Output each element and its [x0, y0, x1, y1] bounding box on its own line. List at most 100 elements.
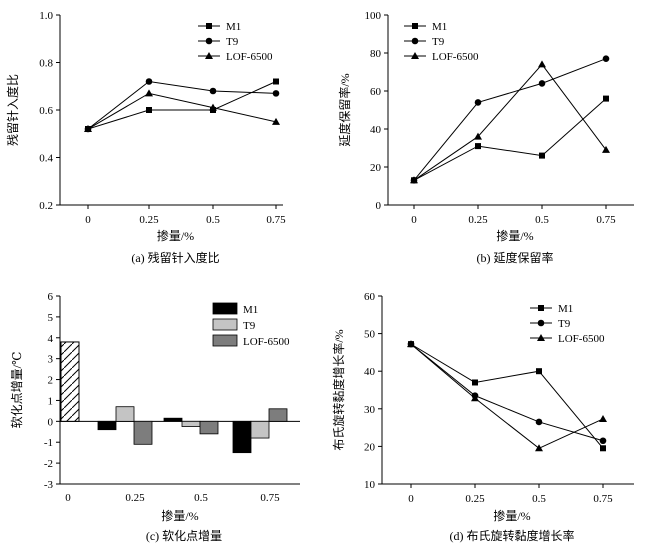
- x-axis-label: 掺量/%: [496, 228, 533, 243]
- y-tick-label: 20: [370, 162, 382, 174]
- x-axis-label: 掺量/%: [161, 508, 198, 523]
- x-tick-label: 0.25: [139, 214, 159, 226]
- y-tick-label: 40: [364, 366, 376, 378]
- data-point-T9: [474, 99, 482, 106]
- panel-caption: (c) 软化点增量: [146, 529, 222, 543]
- legend-label: LOF-6500: [558, 333, 605, 345]
- data-point-LOF-6500: [538, 60, 546, 68]
- bar-LOF-6500: [133, 420, 153, 445]
- panel-caption: (b) 延度保留率: [477, 250, 554, 265]
- bar-baseline: [60, 341, 80, 422]
- bar-T9: [181, 420, 201, 427]
- x-axis-label: 掺量/%: [493, 508, 530, 523]
- bar-T9: [115, 406, 135, 422]
- legend-label: LOF-6500: [432, 51, 479, 63]
- legend-label: T9: [243, 320, 256, 332]
- data-point-LOF-6500: [272, 117, 280, 125]
- legend-marker: [206, 23, 212, 29]
- series-line-T9: [87, 80, 277, 130]
- legend-label: LOF-6500: [226, 51, 273, 63]
- data-point-M1: [539, 152, 545, 159]
- y-tick-label: -3: [44, 479, 54, 491]
- legend-marker: [538, 305, 544, 311]
- y-tick-label: 40: [370, 124, 382, 136]
- y-tick-label: 0: [48, 416, 54, 428]
- y-tick-label: 80: [370, 48, 382, 60]
- legend-label: T9: [558, 318, 571, 330]
- legend-marker: [537, 319, 545, 327]
- legend-marker: [412, 23, 418, 29]
- legend-swatch: [212, 334, 238, 347]
- data-point-T9: [538, 80, 546, 87]
- x-tick-label: 0: [411, 214, 417, 226]
- legend-swatch: [212, 318, 238, 331]
- x-tick-label: 0.25: [465, 493, 485, 505]
- y-axis-label: 残留针入度比: [5, 74, 20, 146]
- bar-LOF-6500: [199, 420, 219, 435]
- x-tick-label: 0: [408, 493, 414, 505]
- bar-LOF-6500: [268, 408, 288, 422]
- y-tick-label: -2: [44, 458, 53, 470]
- legend-label: M1: [432, 21, 447, 33]
- x-tick-label: 0: [65, 492, 71, 504]
- data-point-LOF-6500: [599, 414, 607, 422]
- y-tick-label: 4: [48, 333, 54, 345]
- y-tick-label: 0.4: [39, 153, 53, 165]
- data-point-T9: [535, 418, 543, 426]
- panel-caption: (d) 布氏旋转黏度增长率: [450, 528, 575, 543]
- y-tick-label: 6: [48, 291, 54, 303]
- x-axis-label: 掺量/%: [157, 228, 194, 243]
- y-tick-label: 50: [364, 329, 376, 341]
- y-tick-label: 30: [364, 404, 376, 416]
- panel-b: 0 20 40 60 80 100 0 0.25 0.5 0.75 掺量/% 延度保留率/% (b) 延…: [337, 10, 634, 265]
- data-point-LOF-6500: [535, 444, 543, 452]
- y-tick-label: 60: [364, 291, 376, 303]
- legend-label: M1: [243, 304, 258, 316]
- data-point-T9: [209, 87, 217, 95]
- series-line-M1: [413, 98, 607, 181]
- y-tick-label: 10: [364, 479, 376, 491]
- legend-marker: [205, 52, 213, 59]
- series-line-M1: [87, 81, 277, 130]
- series-line-T9: [413, 58, 607, 181]
- series-line-LOF-6500: [87, 92, 277, 130]
- data-point-T9: [602, 55, 610, 62]
- series-line-LOF-6500: [410, 343, 604, 449]
- legend-label: LOF-6500: [243, 336, 290, 348]
- panel-d: 10 20 30 40 50 60 0 0.25 0.5 0.75 掺量/% 布氏旋转黏度增长率/% (…: [331, 291, 634, 543]
- y-axis-label: 延度保留率/%: [337, 73, 352, 146]
- data-point-M1: [600, 445, 606, 452]
- x-tick-label: 0.5: [532, 493, 546, 505]
- y-axis-label: 布氏旋转黏度增长率/%: [331, 329, 346, 450]
- data-point-M1: [603, 95, 609, 102]
- data-point-M1: [475, 143, 481, 150]
- data-point-M1: [472, 379, 478, 386]
- data-point-LOF-6500: [209, 103, 217, 111]
- data-point-T9: [599, 437, 607, 445]
- y-tick-label: 0.2: [39, 200, 53, 212]
- y-tick-label: 60: [370, 86, 382, 98]
- data-point-T9: [145, 78, 153, 85]
- series-line-T9: [410, 343, 604, 442]
- x-tick-label: 0.75: [260, 492, 280, 504]
- y-tick-label: 20: [364, 441, 376, 453]
- series-line-M1: [410, 343, 604, 449]
- bar-T9: [250, 420, 270, 439]
- y-tick-label: 0: [376, 200, 382, 212]
- x-tick-label: 0.25: [125, 492, 145, 504]
- panel-c: -3 -2 -1 0 1 2 3 4 5 6 0 0.25 0.5 0.75 掺量/% 软化点增量/℃ (c) …: [10, 291, 300, 543]
- y-tick-label: 0.6: [39, 105, 53, 117]
- bar-M1: [232, 420, 252, 454]
- y-tick-label: 1: [48, 395, 54, 407]
- x-tick-label: 0.25: [468, 214, 488, 226]
- data-point-LOF-6500: [145, 89, 153, 97]
- y-tick-label: 5: [48, 312, 54, 324]
- data-point-M1: [536, 368, 542, 375]
- x-tick-label: 0.75: [266, 214, 286, 226]
- legend-marker: [411, 52, 419, 59]
- bar-M1: [97, 420, 117, 431]
- legend-label: M1: [558, 303, 573, 315]
- legend-marker: [205, 37, 213, 45]
- panel-caption: (a) 残留针入度比: [131, 250, 219, 265]
